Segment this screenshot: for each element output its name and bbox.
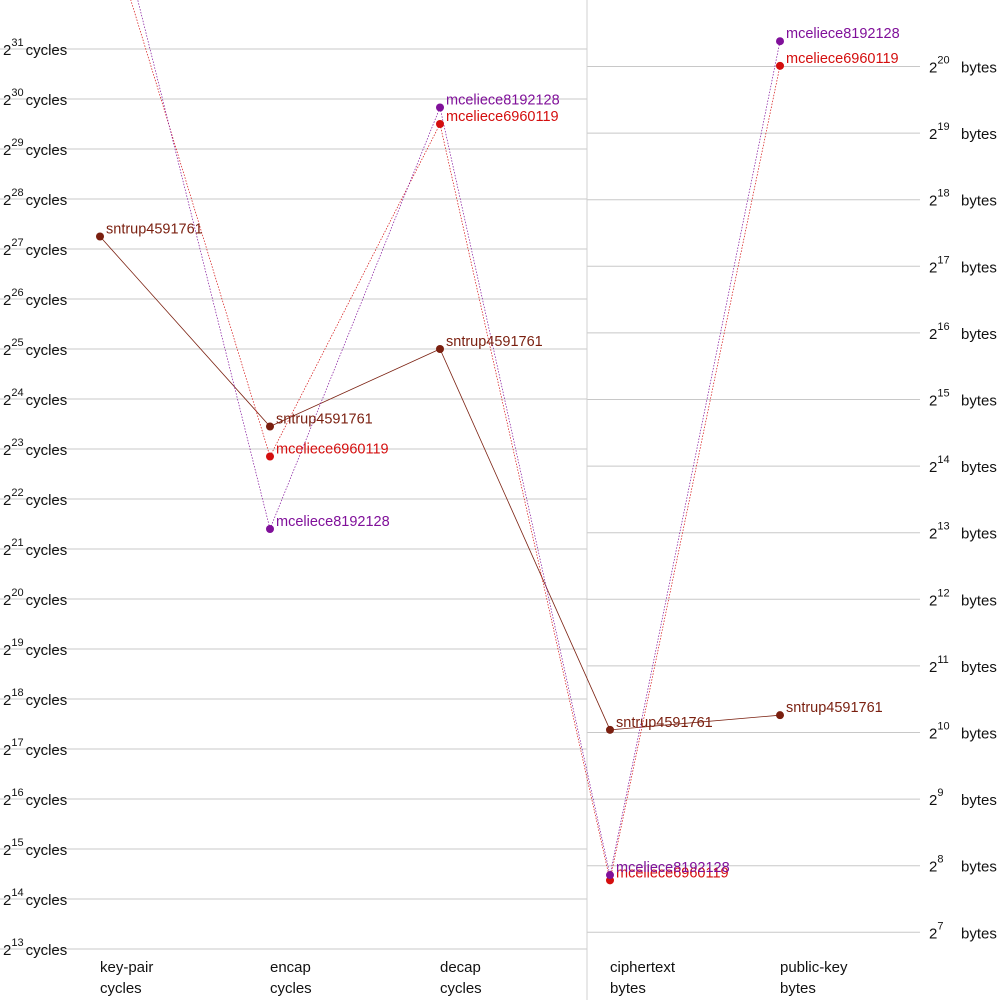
category-label-encap: encap [270, 959, 311, 976]
left-tick-label: 220 cycles [3, 587, 67, 609]
category-unit-ciphertext: bytes [610, 980, 646, 997]
left-gridlines [0, 48, 587, 950]
point-label-mceliece8192128: mceliece8192128 [276, 514, 390, 530]
right-tick-label: 210 bytes [929, 721, 997, 743]
series-segment-mceliece6960119 [439, 123, 611, 881]
left-tick-label: 226 cycles [3, 287, 67, 309]
right-tick-label: 220 bytes [929, 55, 997, 77]
left-tick-label: 228 cycles [3, 187, 67, 209]
series-segment-mceliece6960119 [269, 123, 441, 457]
category-label-public-key: public-key [780, 959, 848, 976]
category-label-key-pair: key-pair [100, 959, 153, 976]
left-tick-label: 231 cycles [3, 37, 67, 59]
left-tick-label: 215 cycles [3, 837, 67, 859]
data-point-sntrup4591761 [96, 232, 104, 241]
right-tick-label: 217 bytes [929, 254, 997, 276]
point-label-sntrup4591761: sntrup4591761 [786, 700, 883, 716]
series-segment-sntrup4591761 [609, 714, 781, 731]
category-unit-key-pair: cycles [100, 980, 142, 997]
right-gridlines [587, 66, 920, 933]
series-segment-mceliece8192128 [439, 107, 611, 876]
left-tick-label: 214 cycles [3, 887, 67, 909]
left-tick-label: 217 cycles [3, 737, 67, 759]
point-label-mceliece8192128: mceliece8192128 [616, 860, 730, 876]
series-segment-sntrup4591761 [269, 348, 441, 427]
data-point-sntrup4591761 [436, 345, 444, 353]
category-unit-encap: cycles [270, 980, 312, 997]
left-tick-label: 216 cycles [3, 787, 67, 809]
right-tick-label: 29 bytes [929, 787, 997, 809]
series-segment-mceliece8192128 [269, 107, 441, 530]
data-point-mceliece8192128 [266, 525, 274, 533]
left-tick-label: 221 cycles [3, 537, 67, 559]
right-tick-label: 211 bytes [929, 654, 997, 676]
category-unit-public-key: bytes [780, 980, 816, 997]
point-label-mceliece6960119: mceliece6960119 [616, 865, 729, 881]
left-axis-ticks: 231 cycles 230 cycles 229 cycles 228 cycles 227 c… [3, 37, 67, 959]
point-label-sntrup4591761: sntrup4591761 [276, 412, 373, 428]
data-point-mceliece8192128 [436, 103, 444, 112]
left-tick-label: 223 cycles [3, 437, 67, 459]
right-tick-label: 216 bytes [929, 321, 997, 343]
left-tick-label: 224 cycles [3, 387, 67, 409]
category-label-decap: decap [440, 959, 481, 976]
series-labels: sntrup4591761 sntrup4591761 sntrup4591761 s… [106, 26, 900, 881]
point-label-mceliece6960119: mceliece6960119 [276, 442, 389, 458]
data-point-mceliece6960119 [436, 120, 444, 128]
series-segment-mceliece8192128 [609, 41, 781, 876]
category-unit-decap: cycles [440, 980, 482, 997]
point-label-sntrup4591761: sntrup4591761 [446, 334, 543, 350]
data-point-mceliece6960119 [266, 452, 274, 461]
series-segment-sntrup4591761 [99, 236, 271, 427]
data-point-mceliece8192128 [776, 37, 784, 46]
left-tick-label: 227 cycles [3, 237, 67, 259]
right-tick-label: 28 bytes [929, 854, 997, 876]
series-points [96, 37, 784, 885]
right-axis-ticks: 220 bytes 219 bytes 218 bytes 217 bytes 216 bytes… [929, 55, 997, 943]
series-lines [99, 0, 781, 881]
right-tick-label: 219 bytes [929, 121, 997, 143]
point-label-mceliece8192128: mceliece8192128 [446, 93, 560, 109]
left-tick-label: 230 cycles [3, 87, 67, 109]
left-tick-label: 219 cycles [3, 637, 67, 659]
right-tick-label: 218 bytes [929, 188, 997, 210]
left-tick-label: 229 cycles [3, 137, 67, 159]
right-tick-label: 212 bytes [929, 587, 997, 609]
data-point-mceliece8192128 [606, 871, 614, 880]
category-labels: key-pair cycles encap cycles decap cycles ciph… [100, 959, 848, 997]
data-point-sntrup4591761 [266, 422, 274, 431]
series-segment-sntrup4591761 [439, 348, 611, 730]
point-label-sntrup4591761: sntrup4591761 [106, 222, 203, 238]
right-tick-label: 27 bytes [929, 920, 997, 942]
series-segment-mceliece6960119 [130, 0, 271, 457]
right-tick-label: 214 bytes [929, 454, 997, 476]
point-label-sntrup4591761: sntrup4591761 [616, 715, 713, 731]
data-point-sntrup4591761 [776, 711, 784, 720]
left-tick-label: 222 cycles [3, 487, 67, 509]
right-tick-label: 213 bytes [929, 521, 997, 543]
left-tick-label: 225 cycles [3, 337, 67, 359]
data-point-mceliece6960119 [776, 61, 784, 70]
point-label-mceliece8192128: mceliece8192128 [786, 26, 900, 42]
data-point-sntrup4591761 [606, 725, 614, 734]
left-tick-label: 218 cycles [3, 687, 67, 709]
category-label-ciphertext: ciphertext [610, 959, 676, 976]
right-tick-label: 215 bytes [929, 388, 997, 410]
point-label-mceliece6960119: mceliece6960119 [786, 51, 899, 67]
left-tick-label: 213 cycles [3, 937, 67, 959]
series-segment-mceliece6960119 [609, 65, 781, 881]
point-label-mceliece6960119: mceliece6960119 [446, 109, 559, 125]
